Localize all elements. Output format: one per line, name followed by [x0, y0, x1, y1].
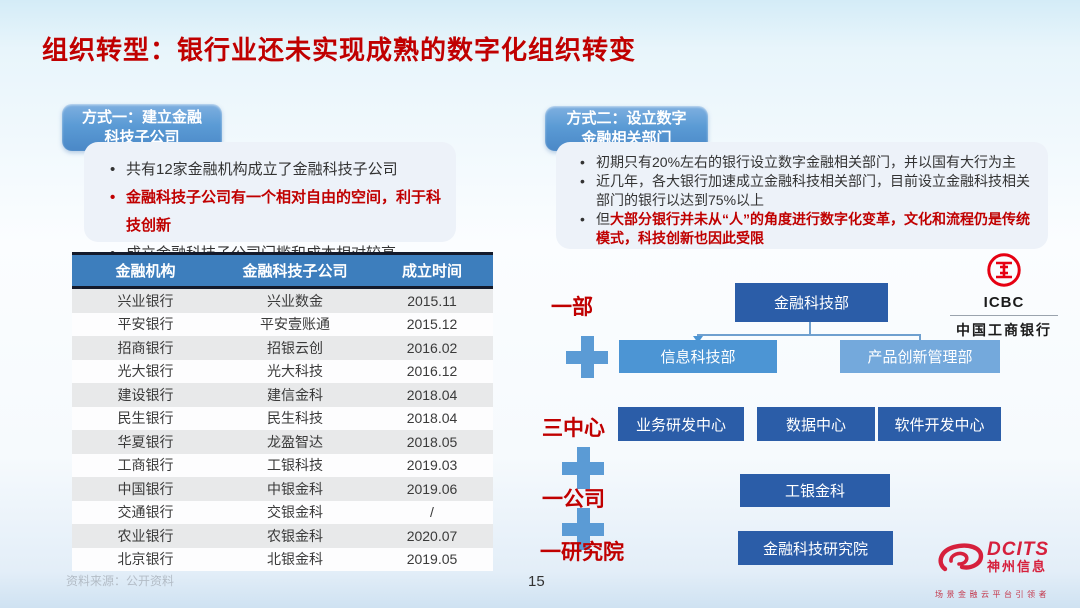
- table-row: 工商银行 工银科技 2019.03: [72, 453, 493, 477]
- table-cell: 民生银行: [72, 406, 219, 430]
- table-cell: 民生科技: [219, 406, 371, 430]
- table-cell: 2015.12: [371, 312, 493, 336]
- table-cell: 建信金科: [219, 383, 371, 407]
- table-cell: 2018.05: [371, 430, 493, 454]
- table-cell: 华夏银行: [72, 430, 219, 454]
- org-box-icbc-fintech-company: 工银金科: [740, 474, 890, 507]
- table-header-row: 金融机构 金融科技子公司 成立时间: [72, 252, 493, 289]
- plus-icon: [562, 447, 604, 489]
- table-cell: 北京银行: [72, 547, 219, 571]
- table-cell: 2015.11: [371, 287, 493, 313]
- bullet-item: 但大部分银行并未从“人”的角度进行数字化变革，文化和流程仍是传统模式，科技创新也…: [574, 210, 1036, 248]
- table-row: 农业银行 农银金科 2020.07: [72, 524, 493, 548]
- table-cell: 2018.04: [371, 383, 493, 407]
- table-cell: /: [371, 500, 493, 524]
- table-row: 交通银行 交银金科 /: [72, 500, 493, 524]
- table-row: 中国银行 中银金科 2019.06: [72, 477, 493, 501]
- label-three-centers: 三中心: [542, 417, 605, 440]
- table-cell: 中银金科: [219, 477, 371, 501]
- dcits-tagline: 场景金融云平台引领者: [935, 590, 1050, 599]
- org-box-fintech-research-institute: 金融科技研究院: [738, 531, 893, 565]
- label-one-department: 一部: [551, 296, 593, 319]
- table-cell: 龙盈智达: [219, 430, 371, 454]
- method2-badge-line1: 方式二：设立数字: [566, 109, 687, 127]
- table-cell: 工银科技: [219, 453, 371, 477]
- label-one-institute: 一研究院: [540, 541, 624, 564]
- table-cell: 招商银行: [72, 336, 219, 360]
- dcits-logo: DCITS 神州信息 场景金融云平台引领者: [935, 540, 1070, 600]
- dcits-name-cn: 神州信息: [987, 559, 1048, 574]
- table-cell: 建设银行: [72, 383, 219, 407]
- table-row: 北京银行 北银金科 2019.05: [72, 547, 493, 571]
- method2-bullet-list: 初期只有20%左右的银行设立数字金融相关部门，并以国有大行为主近几年，各大银行加…: [574, 153, 1036, 248]
- table-cell: 北银金科: [219, 547, 371, 571]
- fintech-subsidiary-table: 金融机构 金融科技子公司 成立时间 兴业银行 兴业数金 2015.11 平安银行 平安壹账通…: [72, 252, 493, 571]
- icbc-divider: [950, 315, 1058, 316]
- table-cell: 交银金科: [219, 500, 371, 524]
- method1-badge-line2: 科技子公司: [104, 128, 180, 146]
- bullet-item: 初期只有20%左右的银行设立数字金融相关部门，并以国有大行为主: [574, 153, 1036, 172]
- org-box-software-dev-center: 软件开发中心: [878, 407, 1001, 441]
- table-cell: 交通银行: [72, 500, 219, 524]
- table-cell: 2019.03: [371, 453, 493, 477]
- org-box-fintech-dept: 金融科技部: [735, 283, 888, 322]
- connector-arrow-icon: [693, 336, 703, 343]
- org-box-info-tech-dept: 信息科技部: [619, 340, 777, 373]
- icbc-name-cn: 中国工商银行: [956, 322, 1052, 338]
- table-cell: 农业银行: [72, 524, 219, 548]
- org-box-product-innovation-dept: 产品创新管理部: [840, 340, 1000, 373]
- table-row: 民生银行 民生科技 2018.04: [72, 406, 493, 430]
- icbc-name-en: ICBC: [983, 294, 1025, 311]
- table-cell: 中国银行: [72, 477, 219, 501]
- icbc-emblem-icon: [986, 252, 1022, 293]
- page-title: 组织转型：银行业还未实现成熟的数字化组织转变: [42, 35, 637, 65]
- table-cell: 2016.02: [371, 336, 493, 360]
- source-note: 资料来源：公开资料: [66, 574, 175, 588]
- bullet-item: 近几年，各大银行加速成立金融科技相关部门，目前设立金融科技相关部门的银行以达到7…: [574, 172, 1036, 210]
- connector-vertical: [809, 322, 811, 334]
- icbc-logo: ICBC 中国工商银行: [948, 252, 1060, 340]
- table-row: 兴业银行 兴业数金 2015.11: [72, 287, 493, 313]
- label-one-company: 一公司: [542, 488, 605, 511]
- table-row: 建设银行 建信金科 2018.04: [72, 383, 493, 407]
- org-box-data-center: 数据中心: [757, 407, 875, 441]
- plus-icon: [562, 508, 604, 550]
- table-cell: 招银云创: [219, 336, 371, 360]
- table-row: 招商银行 招银云创 2016.02: [72, 336, 493, 360]
- table-cell: 兴业银行: [72, 287, 219, 313]
- table-header-cell: 金融科技子公司: [219, 252, 371, 289]
- bullet-item: 共有12家金融机构成立了金融科技子公司: [104, 156, 446, 184]
- method1-badge-line1: 方式一：建立金融: [81, 108, 202, 126]
- table-cell: 光大科技: [219, 359, 371, 383]
- connector-stub: [919, 334, 921, 342]
- connector-horizontal: [697, 334, 921, 336]
- org-box-business-rnd-center: 业务研发中心: [618, 407, 744, 441]
- table-cell: 农银金科: [219, 524, 371, 548]
- table-cell: 平安银行: [72, 312, 219, 336]
- table-header-cell: 金融机构: [72, 252, 219, 289]
- table-cell: 2016.12: [371, 359, 493, 383]
- method1-panel: 共有12家金融机构成立了金融科技子公司金融科技子公司有一个相对自由的空间，利于科…: [84, 142, 456, 268]
- table-row: 平安银行 平安壹账通 2015.12: [72, 312, 493, 336]
- method2-panel: 初期只有20%左右的银行设立数字金融相关部门，并以国有大行为主近几年，各大银行加…: [556, 142, 1048, 249]
- table-row: 光大银行 光大科技 2016.12: [72, 359, 493, 383]
- table-cell: 光大银行: [72, 359, 219, 383]
- table-cell: 兴业数金: [219, 287, 371, 313]
- table-cell: 工商银行: [72, 453, 219, 477]
- page-number: 15: [528, 573, 545, 590]
- dcits-swirl-icon: [935, 540, 985, 583]
- table-header-cell: 成立时间: [371, 252, 493, 289]
- table-cell: 平安壹账通: [219, 312, 371, 336]
- bullet-item: 金融科技子公司有一个相对自由的空间，利于科技创新: [104, 184, 446, 240]
- plus-icon: [566, 336, 608, 378]
- table-cell: 2018.04: [371, 406, 493, 430]
- table-cell: 2020.07: [371, 524, 493, 548]
- dcits-name-en: DCITS: [987, 539, 1049, 560]
- table-cell: 2019.06: [371, 477, 493, 501]
- table-cell: 2019.05: [371, 547, 493, 571]
- table-row: 华夏银行 龙盈智达 2018.05: [72, 430, 493, 454]
